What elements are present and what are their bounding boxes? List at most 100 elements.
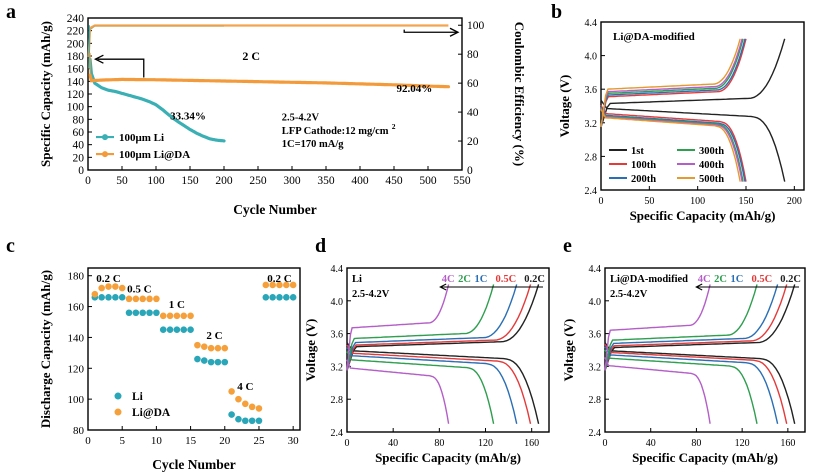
- d-y-tick-label: 4.0: [331, 297, 344, 308]
- a-x-tick-label: 150: [181, 175, 199, 187]
- b-charge-curve-1: [600, 38, 747, 128]
- a-y-tick-label: 120: [67, 89, 85, 101]
- e-x-tick-label: 120: [735, 438, 750, 449]
- b-discharge-curve-3: [600, 107, 744, 182]
- c-point-1: [241, 400, 249, 408]
- d-charge-curve-4: [346, 284, 450, 371]
- b-y-tick-label: 3.6: [585, 85, 598, 96]
- e-y-tick-label: 2.4: [589, 428, 602, 439]
- c-point-1: [146, 295, 153, 303]
- d-discharge-curve-4: [346, 359, 450, 424]
- c-point-1: [118, 284, 126, 292]
- b-title: Li@DA-modified: [613, 31, 695, 43]
- a-y-tick-label: 60: [73, 127, 85, 139]
- panel-label-e: e: [563, 235, 572, 257]
- e-y-tick-label: 2.8: [589, 395, 602, 406]
- d-subtitle: 2.5-4.2V: [352, 289, 390, 300]
- b-discharge-curve-1: [600, 104, 747, 182]
- c-point-1: [248, 403, 256, 411]
- c-x-tick-label: 10: [151, 435, 163, 447]
- b-discharge-curve-5: [600, 109, 741, 182]
- d-discharge-curve-3: [346, 351, 495, 424]
- panel-e-lida-rate-profiles: 0 40 80 120 160 2.4 2.8 3.2 3.6 4.0 4.4 Specific Ca…: [561, 264, 806, 465]
- b-x-tick-label: 0: [599, 196, 604, 207]
- c-rate-label: 0.2 C: [267, 273, 292, 285]
- e-rate-label-2: 1C: [731, 274, 744, 285]
- c-legend-label-1: Li@DA: [132, 407, 171, 419]
- a-cathode-sup: 2: [392, 122, 396, 131]
- b-y-tick-label: 2.4: [585, 186, 598, 197]
- c-point-1: [276, 281, 283, 289]
- a-y-axis-label: Specific Capacity (mAh/g): [38, 21, 53, 167]
- c-point-0: [194, 355, 201, 363]
- e-y-tick-label: 4.0: [589, 297, 602, 308]
- c-point-0: [207, 358, 215, 366]
- c-point-1: [180, 312, 188, 320]
- c-point-0: [262, 294, 270, 301]
- c-point-1: [283, 281, 290, 289]
- a-y-tick-label: 220: [67, 26, 85, 38]
- c-point-1: [200, 343, 208, 350]
- a-x-tick-label: 50: [116, 175, 128, 187]
- c-point-0: [139, 309, 147, 317]
- c-rate-label: 1 C: [169, 299, 185, 311]
- d-x-tick-label: 120: [478, 438, 493, 449]
- b-y-tick-label: 3.2: [585, 119, 598, 130]
- d-title: Li: [352, 274, 362, 285]
- a-x-tick-label: 0: [85, 175, 91, 187]
- d-x-tick-label: 0: [345, 438, 350, 449]
- d-y-tick-label: 2.8: [331, 395, 344, 406]
- a-right-arrowhead: [449, 27, 460, 37]
- e-x-axis-label: Specific Capacity (mAh/g): [632, 450, 778, 465]
- c-point-0: [105, 294, 112, 301]
- e-discharge-curve-2: [604, 346, 779, 424]
- a-efficiency-line-0: [88, 25, 224, 69]
- d-y-tick-label: 4.4: [331, 264, 344, 275]
- c-rate-label: 0.5 C: [127, 284, 152, 296]
- c-point-1: [214, 344, 222, 352]
- a-y-tick-label: 40: [73, 140, 85, 152]
- a-y2-tick-label: 20: [467, 136, 479, 148]
- a-x-tick-label: 350: [317, 175, 335, 187]
- c-point-0: [153, 309, 160, 317]
- panel-label-b: b: [551, 1, 562, 23]
- e-charge-curve-4: [604, 284, 711, 371]
- e-y-axis-label: Voltage (V): [561, 319, 576, 382]
- d-rate-label-4: 4C: [442, 274, 455, 285]
- c-x-tick-label: 0: [85, 435, 91, 447]
- a-legend-marker-1: [102, 151, 108, 158]
- c-point-1: [187, 312, 194, 320]
- d-discharge-curve-2: [346, 347, 518, 424]
- e-y-tick-label: 3.2: [589, 362, 602, 373]
- c-rate-label: 2 C: [206, 330, 222, 342]
- d-discharge-curve-1: [346, 344, 532, 424]
- a-y-tick-label: 160: [67, 64, 85, 76]
- c-point-0: [132, 309, 140, 317]
- e-rate-label-0: 0.2C: [780, 274, 801, 285]
- c-y-tick-label: 100: [68, 394, 85, 406]
- c-x-tick-label: 5: [119, 435, 125, 447]
- b-y-tick-label: 2.8: [585, 152, 598, 163]
- e-rate-label-3: 2C: [714, 274, 727, 285]
- d-charge-curve-1: [346, 284, 532, 371]
- b-x-axis-label: Specific Capacity (mAh/g): [630, 208, 776, 223]
- e-x-tick-label: 160: [780, 438, 795, 449]
- b-y-tick-label: 4.0: [585, 52, 598, 63]
- c-y-tick-label: 80: [73, 425, 85, 437]
- c-point-1: [207, 344, 215, 352]
- c-point-1: [228, 388, 235, 395]
- a-li-retention: 33.34%: [170, 110, 206, 122]
- a-y-tick-label: 100: [67, 102, 85, 114]
- b-x-tick-label: 50: [644, 196, 654, 207]
- d-rate-label-1: 0.5C: [495, 274, 516, 285]
- b-x-tick-label: 150: [739, 196, 754, 207]
- b-legend-label-0: 1st: [631, 146, 644, 157]
- a-right-arrow: [403, 29, 458, 33]
- e-rate-arrowhead: [695, 283, 703, 291]
- a-lida-retention: 92.04%: [397, 83, 433, 95]
- b-x-tick-label: 100: [690, 196, 705, 207]
- a-x-tick-label: 450: [385, 175, 403, 187]
- b-charge-curve-4: [600, 38, 743, 128]
- a-legend-label-0: 100μm Li: [119, 132, 164, 144]
- d-x-tick-label: 40: [388, 438, 398, 449]
